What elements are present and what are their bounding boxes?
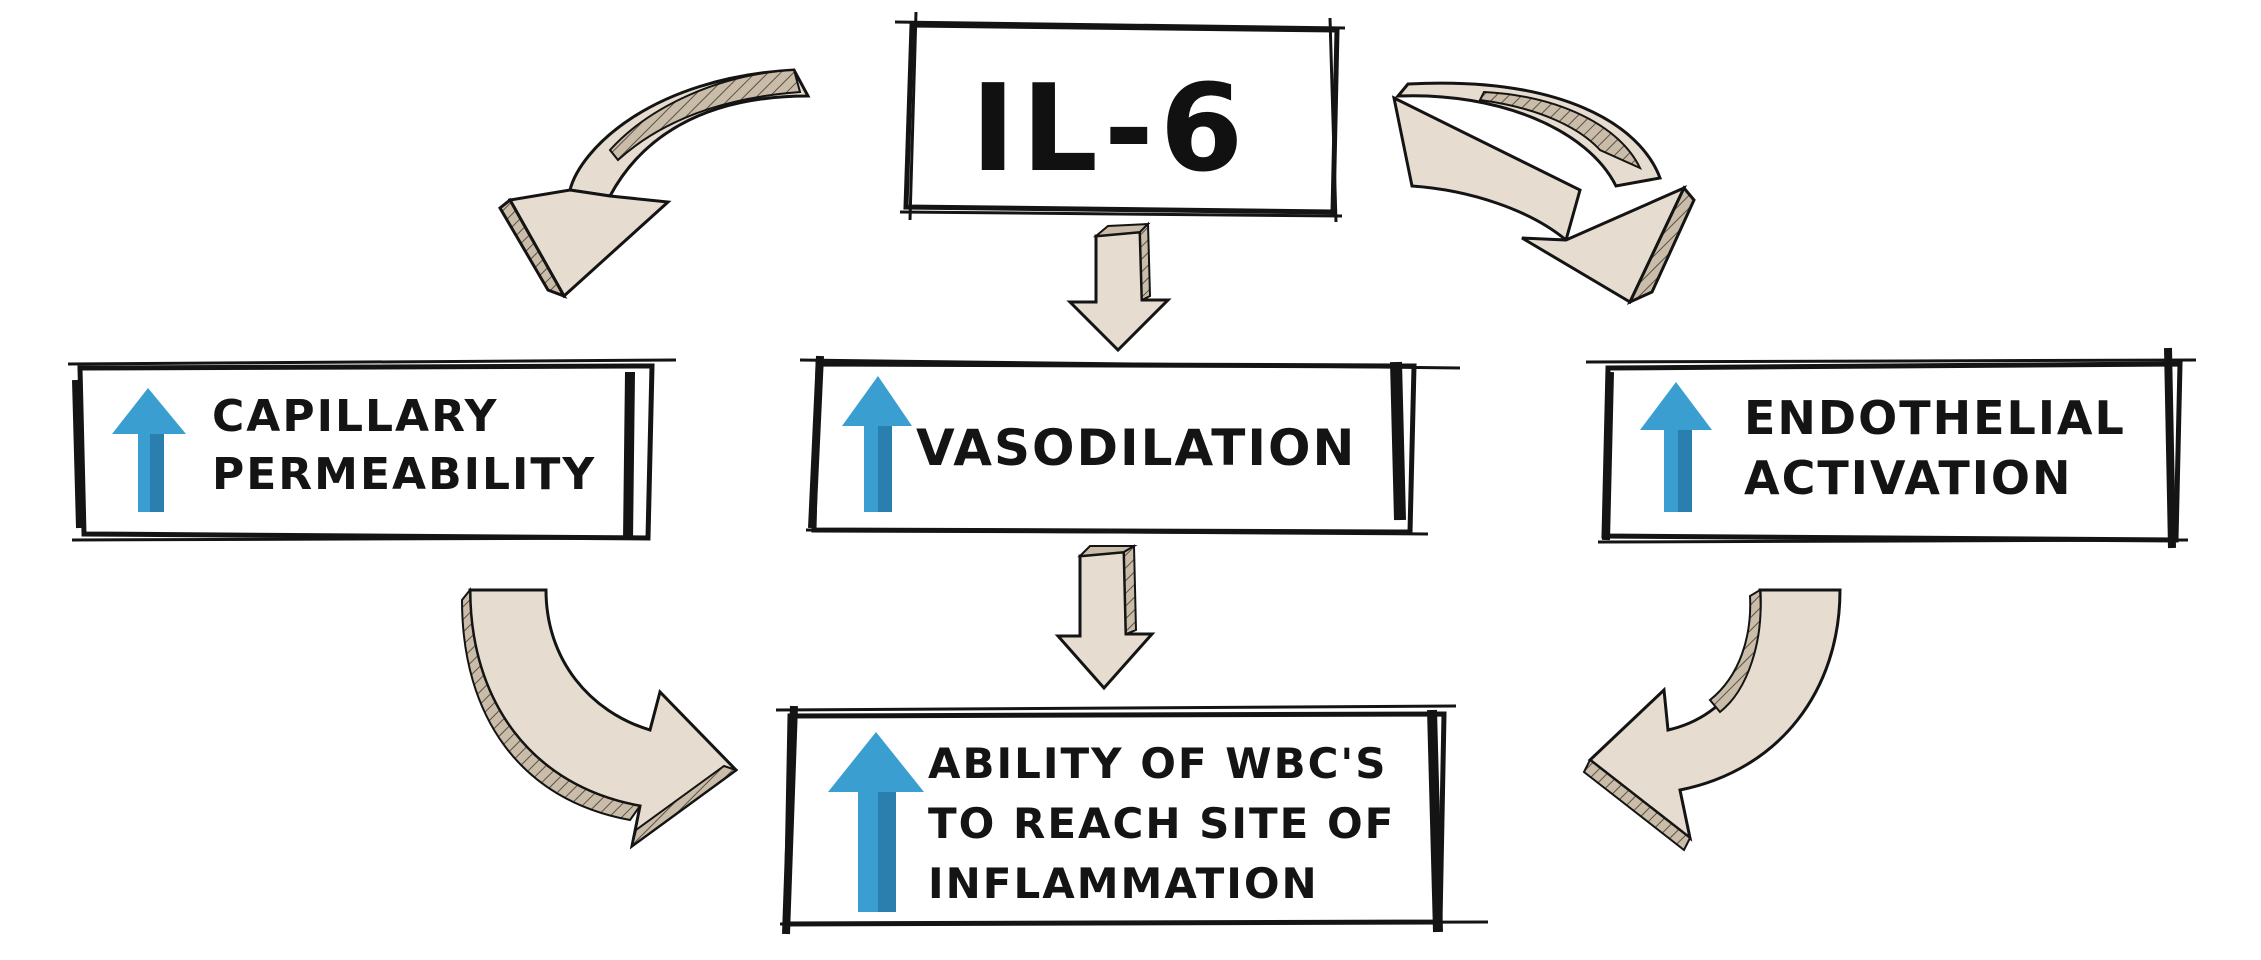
outcome-label: ABILITY OF WBC'S TO REACH SITE OF INFLAM… xyxy=(928,734,1395,914)
arrow-il6-to-endothelial xyxy=(1391,81,1696,306)
vasodilation-label: VASODILATION xyxy=(916,418,1356,478)
up-arrow-icon xyxy=(112,388,186,512)
endothelial-label: ENDOTHELIAL ACTIVATION xyxy=(1744,388,2126,508)
endothelial-line-1: ENDOTHELIAL xyxy=(1744,391,2126,445)
il6-label: IL-6 xyxy=(970,60,1250,199)
capillary-line-1: CAPILLARY xyxy=(212,391,499,442)
endothelial-line-2: ACTIVATION xyxy=(1744,451,2073,505)
outcome-line-3: INFLAMMATION xyxy=(928,859,1319,908)
capillary-label: CAPILLARY PERMEABILITY xyxy=(212,388,596,504)
capillary-box xyxy=(67,358,677,542)
up-arrow-icon xyxy=(828,732,924,912)
arrow-il6-to-capillary xyxy=(498,68,811,299)
outcome-box xyxy=(775,704,1489,935)
arrow-endothelial-to-outcome xyxy=(1582,588,1842,852)
vasodilation-line-1: VASODILATION xyxy=(916,419,1357,477)
arrow-vasodilation-to-outcome xyxy=(1054,544,1156,691)
outcome-line-1: ABILITY OF WBC'S xyxy=(928,739,1388,788)
outcome-line-2: TO REACH SITE OF xyxy=(928,799,1396,848)
vasodilation-box xyxy=(799,355,1461,536)
endothelial-box xyxy=(1585,347,2197,549)
up-arrow-icon xyxy=(842,376,912,512)
il6-box xyxy=(894,11,1346,223)
arrow-il6-to-vasodilation xyxy=(1066,221,1172,353)
up-arrow-icon xyxy=(1640,382,1712,512)
arrow-capillary-to-outcome xyxy=(460,587,739,850)
capillary-line-2: PERMEABILITY xyxy=(212,449,597,500)
